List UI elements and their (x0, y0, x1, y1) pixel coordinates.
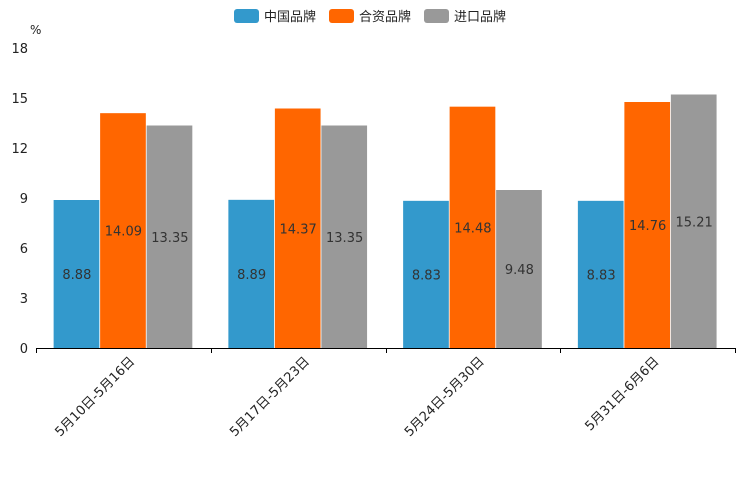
legend-swatch-1[interactable] (234, 9, 259, 23)
bar-series3-cat3[interactable] (496, 190, 542, 348)
data-label-series1-cat3: 8.83 (412, 268, 441, 283)
y-tick-label-12: 12 (11, 142, 28, 157)
bar-series3-cat4[interactable] (670, 94, 717, 349)
y-axis: 0 3 6 9 12 15 18 (11, 42, 28, 357)
bar-series2-cat3[interactable] (449, 106, 496, 349)
y-tick-label-0: 0 (20, 342, 28, 357)
y-tick-label-9: 9 (20, 192, 28, 207)
data-label-series1-cat1: 8.88 (62, 268, 91, 283)
legend-label-2[interactable]: 合资品牌 (359, 9, 411, 25)
data-label-series1-cat4: 8.83 (587, 268, 616, 283)
bar-series2-cat2[interactable] (274, 108, 321, 349)
data-label-series2-cat1: 14.09 (105, 225, 142, 240)
bar-series1-cat2[interactable] (228, 199, 275, 348)
data-label-series3-cat4: 15.21 (676, 215, 713, 230)
data-label-series2-cat3: 14.48 (454, 221, 491, 236)
data-label-series2-cat4: 14.76 (629, 219, 666, 234)
bars: 8.88 14.09 13.35 8.89 14.37 13.35 8.83 14.48 9.4… (53, 94, 717, 349)
y-axis-unit-label: % (30, 23, 41, 37)
y-tick-label-6: 6 (20, 242, 28, 257)
chart-legend[interactable]: 中国品牌 合资品牌 进口品牌 (234, 9, 506, 25)
y-tick-label-18: 18 (11, 42, 28, 57)
bar-series2-cat4[interactable] (624, 102, 671, 348)
bar-series1-cat1[interactable] (53, 200, 100, 348)
legend-label-3[interactable]: 进口品牌 (454, 9, 506, 25)
x-category-label-1: 5月10日-5月16日 (52, 354, 138, 440)
legend-swatch-2[interactable] (329, 9, 354, 23)
data-label-series3-cat2: 13.35 (326, 231, 363, 246)
x-category-label-3: 5月24日-5月30日 (402, 354, 488, 440)
bar-series1-cat3[interactable] (403, 200, 449, 348)
data-label-series2-cat2: 14.37 (280, 222, 317, 237)
data-label-series3-cat3: 9.48 (505, 263, 534, 278)
bar-series3-cat1[interactable] (146, 125, 193, 349)
y-tick-label-15: 15 (11, 92, 28, 107)
y-tick-label-3: 3 (20, 292, 28, 307)
x-axis: 5月10日-5月16日 5月17日-5月23日 5月24日-5月30日 5月31日-6… (36, 348, 736, 440)
bar-series3-cat2[interactable] (321, 125, 368, 349)
bar-series2-cat1[interactable] (100, 113, 146, 349)
legend-label-1[interactable]: 中国品牌 (264, 9, 316, 25)
x-category-label-4: 5月31日-6月6日 (583, 354, 663, 434)
data-label-series3-cat1: 13.35 (151, 231, 188, 246)
legend-swatch-3[interactable] (424, 9, 449, 23)
data-label-series1-cat2: 8.89 (237, 268, 266, 283)
bar-series1-cat4[interactable] (577, 200, 624, 348)
x-category-label-2: 5月17日-5月23日 (227, 354, 313, 440)
